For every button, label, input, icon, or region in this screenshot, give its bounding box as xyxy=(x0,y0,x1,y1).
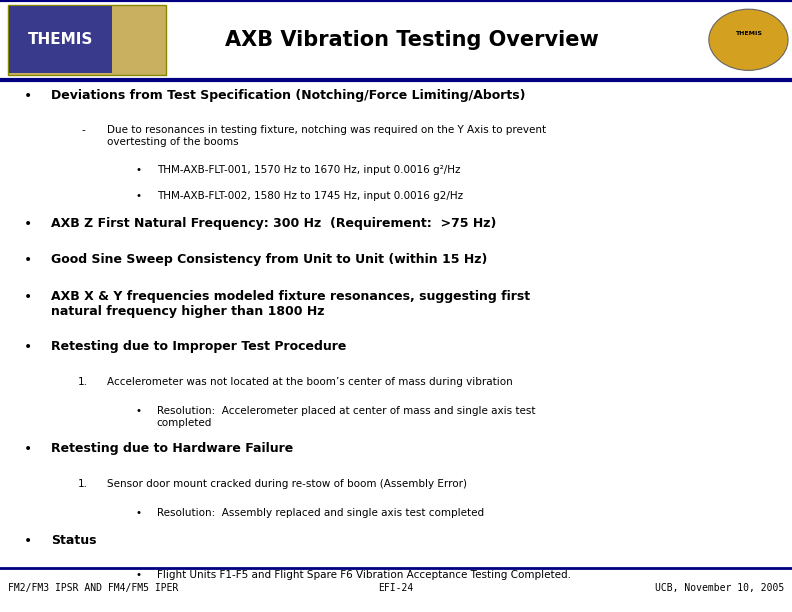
Text: Resolution:  Accelerometer placed at center of mass and single axis test
complet: Resolution: Accelerometer placed at cent… xyxy=(157,406,535,428)
Text: 1.: 1. xyxy=(78,377,88,387)
Text: •: • xyxy=(135,508,142,518)
Text: AXB Z First Natural Frequency: 300 Hz  (Requirement:  >75 Hz): AXB Z First Natural Frequency: 300 Hz (R… xyxy=(51,217,497,230)
Text: Flight Units F1-F5 and Flight Spare F6 Vibration Acceptance Testing Completed.: Flight Units F1-F5 and Flight Spare F6 V… xyxy=(157,570,571,580)
Text: Good Sine Sweep Consistency from Unit to Unit (within 15 Hz): Good Sine Sweep Consistency from Unit to… xyxy=(51,253,488,266)
Text: •: • xyxy=(24,89,32,103)
Text: Retesting due to Improper Test Procedure: Retesting due to Improper Test Procedure xyxy=(51,340,347,353)
Text: Retesting due to Hardware Failure: Retesting due to Hardware Failure xyxy=(51,442,294,455)
Text: Accelerometer was not located at the boom’s center of mass during vibration: Accelerometer was not located at the boo… xyxy=(107,377,512,387)
Text: AXB Vibration Testing Overview: AXB Vibration Testing Overview xyxy=(225,30,599,50)
Text: •: • xyxy=(24,534,32,548)
Text: •: • xyxy=(24,253,32,267)
Text: Due to resonances in testing fixture, notching was required on the Y Axis to pre: Due to resonances in testing fixture, no… xyxy=(107,125,546,147)
Text: Status: Status xyxy=(51,534,97,547)
Text: •: • xyxy=(135,570,142,580)
Text: Deviations from Test Specification (Notching/Force Limiting/Aborts): Deviations from Test Specification (Notc… xyxy=(51,89,526,102)
Text: THEMIS: THEMIS xyxy=(735,31,762,36)
Text: •: • xyxy=(24,217,32,231)
Text: •: • xyxy=(24,290,32,304)
Text: 1.: 1. xyxy=(78,479,88,488)
Text: UCB, November 10, 2005: UCB, November 10, 2005 xyxy=(655,583,784,592)
Text: AXB X & Y frequencies modeled fixture resonances, suggesting first
natural frequ: AXB X & Y frequencies modeled fixture re… xyxy=(51,290,531,318)
Text: •: • xyxy=(135,191,142,201)
Text: -: - xyxy=(82,125,85,135)
Text: Sensor door mount cracked during re-stow of boom (Assembly Error): Sensor door mount cracked during re-stow… xyxy=(107,479,467,488)
Text: EFI-24: EFI-24 xyxy=(379,583,413,592)
Text: FM2/FM3 IPSR AND FM4/FM5 IPER: FM2/FM3 IPSR AND FM4/FM5 IPER xyxy=(8,583,178,592)
Text: THEMIS: THEMIS xyxy=(28,32,93,47)
Text: Resolution:  Assembly replaced and single axis test completed: Resolution: Assembly replaced and single… xyxy=(157,508,484,518)
Text: •: • xyxy=(24,340,32,354)
Text: THM-AXB-FLT-002, 1580 Hz to 1745 Hz, input 0.0016 g2/Hz: THM-AXB-FLT-002, 1580 Hz to 1745 Hz, inp… xyxy=(157,191,463,201)
Text: •: • xyxy=(135,165,142,175)
Text: THM-AXB-FLT-001, 1570 Hz to 1670 Hz, input 0.0016 g²/Hz: THM-AXB-FLT-001, 1570 Hz to 1670 Hz, inp… xyxy=(157,165,460,175)
Text: •: • xyxy=(135,406,142,416)
Text: •: • xyxy=(24,442,32,456)
